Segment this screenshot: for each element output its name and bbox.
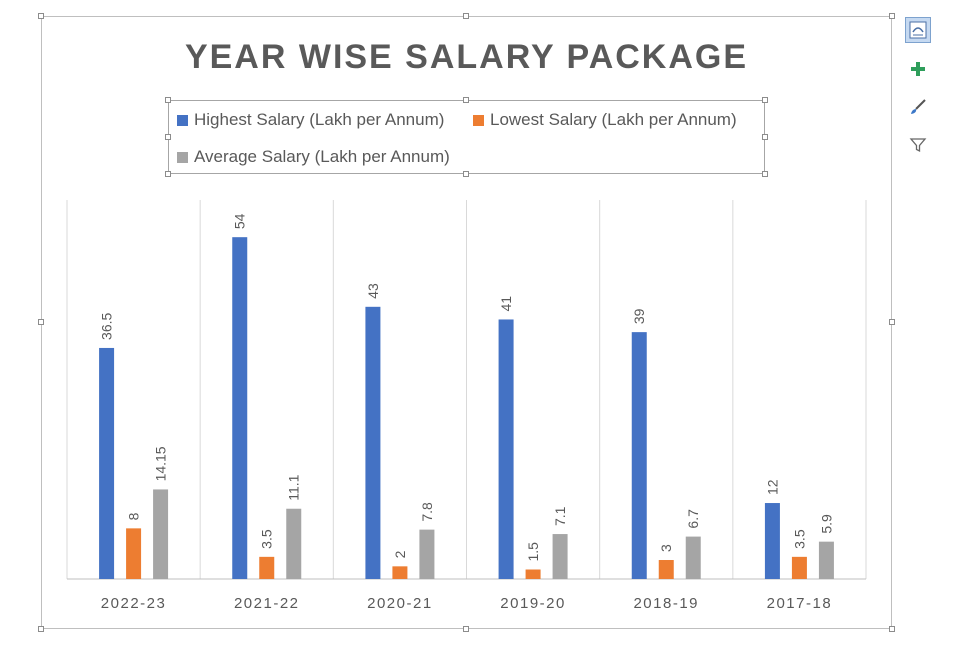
- legend-handle-top-left[interactable]: [165, 97, 171, 103]
- bar-lowest[interactable]: [525, 569, 541, 579]
- data-label-lowest[interactable]: 8: [126, 512, 142, 520]
- legend-handle-left[interactable]: [165, 134, 171, 140]
- legend-swatch-average: [177, 151, 188, 163]
- bar-average[interactable]: [153, 489, 169, 579]
- bar-highest[interactable]: [232, 237, 248, 579]
- bar-average[interactable]: [818, 541, 834, 579]
- bar-highest[interactable]: [764, 503, 780, 579]
- bar-highest[interactable]: [365, 306, 381, 579]
- x-tick-label: 2022-23: [101, 595, 167, 612]
- bar-highest[interactable]: [631, 332, 647, 579]
- bar-lowest[interactable]: [126, 528, 142, 579]
- legend-handle-right[interactable]: [762, 134, 768, 140]
- data-label-average[interactable]: 14.15: [153, 446, 169, 481]
- x-tick-label: 2019-20: [500, 595, 566, 612]
- resize-handle-top[interactable]: [463, 13, 469, 19]
- data-label-highest[interactable]: 39: [631, 308, 647, 324]
- data-label-highest[interactable]: 12: [764, 479, 780, 495]
- data-label-average[interactable]: 7.1: [552, 506, 568, 526]
- bar-lowest[interactable]: [658, 560, 674, 579]
- resize-handle-top-left[interactable]: [38, 13, 44, 19]
- data-label-lowest[interactable]: 2: [392, 550, 408, 558]
- legend-item-lowest[interactable]: Lowest Salary (Lakh per Annum): [473, 110, 737, 130]
- data-label-highest[interactable]: 54: [232, 213, 248, 229]
- data-label-average[interactable]: 7.8: [419, 502, 435, 522]
- chart-styles-brush-icon: [911, 99, 926, 114]
- bar-lowest[interactable]: [392, 566, 408, 579]
- x-tick-label: 2020-21: [367, 595, 433, 612]
- data-label-average[interactable]: 11.1: [286, 474, 302, 500]
- legend-label-lowest: Lowest Salary (Lakh per Annum): [490, 110, 737, 129]
- legend-swatch-highest: [177, 114, 188, 126]
- resize-handle-top-right[interactable]: [889, 13, 895, 19]
- data-label-highest[interactable]: 43: [365, 283, 381, 299]
- bar-highest[interactable]: [99, 347, 115, 579]
- chart-elements-plus-icon: [911, 62, 925, 76]
- legend-handle-top[interactable]: [463, 97, 469, 103]
- legend-label-average: Average Salary (Lakh per Annum): [194, 147, 450, 166]
- data-label-lowest[interactable]: 3: [658, 544, 674, 552]
- data-label-average[interactable]: 5.9: [818, 514, 834, 534]
- chart-filter-button[interactable]: [905, 132, 931, 158]
- legend-handle-bottom-left[interactable]: [165, 171, 171, 177]
- data-label-lowest[interactable]: 1.5: [525, 542, 541, 562]
- data-label-highest[interactable]: 36.5: [99, 312, 115, 339]
- legend-handle-top-right[interactable]: [762, 97, 768, 103]
- bar-average[interactable]: [552, 534, 568, 579]
- data-label-lowest[interactable]: 3.5: [259, 529, 275, 549]
- chart-title[interactable]: YEAR WISE SALARY PACKAGE: [184, 38, 749, 76]
- bar-highest[interactable]: [498, 319, 514, 579]
- legend-handle-bottom[interactable]: [463, 171, 469, 177]
- data-label-lowest[interactable]: 3.5: [791, 529, 807, 549]
- chart-filter-icon: [909, 138, 927, 153]
- data-label-average[interactable]: 6.7: [685, 509, 701, 529]
- resize-handle-left[interactable]: [38, 319, 44, 325]
- x-tick-label: 2018-19: [633, 595, 699, 612]
- legend-item-highest[interactable]: Highest Salary (Lakh per Annum): [177, 110, 444, 130]
- resize-handle-bottom-left[interactable]: [38, 626, 44, 632]
- chart-layout-button[interactable]: [905, 17, 931, 43]
- legend-label-highest: Highest Salary (Lakh per Annum): [194, 110, 445, 129]
- x-tick-label: 2017-18: [767, 595, 833, 612]
- legend-handle-bottom-right[interactable]: [762, 171, 768, 177]
- bar-average[interactable]: [685, 536, 701, 579]
- data-label-highest[interactable]: 41: [498, 296, 514, 312]
- x-tick-label: 2021-22: [234, 595, 300, 612]
- bar-average[interactable]: [419, 529, 435, 579]
- chart-layout-icon: [909, 21, 927, 39]
- chart-elements-button[interactable]: [905, 56, 931, 82]
- bar-lowest[interactable]: [791, 556, 807, 579]
- resize-handle-bottom[interactable]: [463, 626, 469, 632]
- chart-styles-button[interactable]: [905, 94, 931, 120]
- bar-lowest[interactable]: [259, 556, 275, 579]
- bar-average[interactable]: [286, 508, 302, 579]
- legend-item-average[interactable]: Average Salary (Lakh per Annum): [177, 147, 450, 167]
- resize-handle-bottom-right[interactable]: [889, 626, 895, 632]
- chart-legend[interactable]: Highest Salary (Lakh per Annum) Lowest S…: [168, 100, 765, 174]
- resize-handle-right[interactable]: [889, 319, 895, 325]
- legend-swatch-lowest: [473, 114, 484, 126]
